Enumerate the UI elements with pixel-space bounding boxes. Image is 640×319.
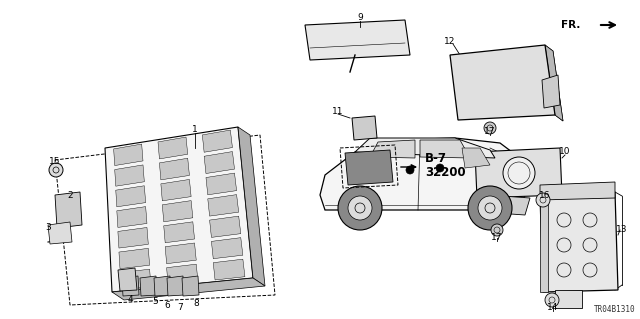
Polygon shape	[161, 179, 191, 201]
Text: 2: 2	[67, 190, 73, 199]
Polygon shape	[182, 276, 199, 296]
Polygon shape	[122, 276, 139, 296]
Polygon shape	[213, 259, 245, 280]
Polygon shape	[542, 75, 560, 108]
Text: 10: 10	[559, 147, 571, 157]
Polygon shape	[158, 137, 188, 159]
Circle shape	[406, 166, 414, 174]
Polygon shape	[450, 45, 555, 120]
Polygon shape	[545, 45, 563, 121]
Polygon shape	[120, 269, 151, 289]
Text: 3: 3	[45, 224, 51, 233]
Polygon shape	[305, 20, 410, 60]
Circle shape	[338, 186, 382, 230]
Polygon shape	[555, 290, 582, 308]
Polygon shape	[115, 165, 145, 186]
Text: 7: 7	[177, 302, 183, 311]
Circle shape	[49, 163, 63, 177]
Text: 1: 1	[192, 125, 198, 135]
Polygon shape	[211, 238, 243, 259]
Polygon shape	[119, 248, 150, 269]
Polygon shape	[163, 201, 193, 222]
Text: 14: 14	[547, 303, 559, 313]
Polygon shape	[164, 222, 195, 243]
Circle shape	[478, 196, 502, 220]
Circle shape	[491, 224, 503, 236]
Circle shape	[484, 122, 496, 134]
Text: 17: 17	[492, 234, 503, 242]
Polygon shape	[154, 276, 171, 296]
Polygon shape	[475, 148, 562, 198]
Circle shape	[348, 196, 372, 220]
Polygon shape	[206, 173, 237, 195]
Text: 15: 15	[49, 158, 61, 167]
Polygon shape	[114, 144, 143, 166]
Polygon shape	[55, 192, 82, 228]
Polygon shape	[355, 138, 495, 158]
Polygon shape	[540, 182, 615, 200]
Text: 5: 5	[152, 298, 158, 307]
Text: TR04B1310: TR04B1310	[593, 306, 635, 315]
Text: 6: 6	[164, 300, 170, 309]
Circle shape	[503, 157, 535, 189]
Polygon shape	[117, 207, 147, 227]
Circle shape	[468, 186, 512, 230]
Polygon shape	[140, 276, 157, 296]
Circle shape	[545, 293, 559, 307]
Text: B-7: B-7	[425, 152, 447, 165]
Polygon shape	[48, 222, 72, 244]
Text: 16: 16	[540, 190, 551, 199]
Polygon shape	[238, 127, 265, 286]
Polygon shape	[167, 276, 184, 296]
Polygon shape	[202, 130, 232, 152]
Polygon shape	[159, 158, 189, 180]
Polygon shape	[320, 138, 525, 210]
Polygon shape	[482, 195, 530, 215]
Polygon shape	[352, 116, 377, 140]
Polygon shape	[370, 140, 415, 158]
Polygon shape	[105, 127, 253, 292]
Text: 11: 11	[332, 108, 344, 116]
Circle shape	[436, 164, 444, 172]
Polygon shape	[116, 186, 146, 207]
Polygon shape	[208, 195, 239, 216]
Text: 8: 8	[193, 299, 199, 308]
Text: 12: 12	[444, 38, 456, 47]
Polygon shape	[165, 243, 196, 264]
Polygon shape	[420, 140, 470, 158]
Polygon shape	[204, 152, 234, 174]
Polygon shape	[118, 227, 148, 248]
Polygon shape	[540, 192, 618, 292]
Polygon shape	[209, 216, 241, 237]
Polygon shape	[540, 195, 548, 292]
Text: 9: 9	[357, 13, 363, 23]
Polygon shape	[166, 264, 198, 285]
Text: 4: 4	[127, 295, 133, 305]
Polygon shape	[345, 150, 393, 185]
Text: FR.: FR.	[561, 20, 580, 30]
Text: 13: 13	[616, 226, 628, 234]
Text: 32200: 32200	[425, 166, 466, 179]
Text: 17: 17	[484, 128, 496, 137]
Polygon shape	[545, 45, 563, 121]
Polygon shape	[118, 268, 137, 291]
Circle shape	[536, 193, 550, 207]
Polygon shape	[112, 278, 265, 300]
Polygon shape	[462, 148, 490, 168]
